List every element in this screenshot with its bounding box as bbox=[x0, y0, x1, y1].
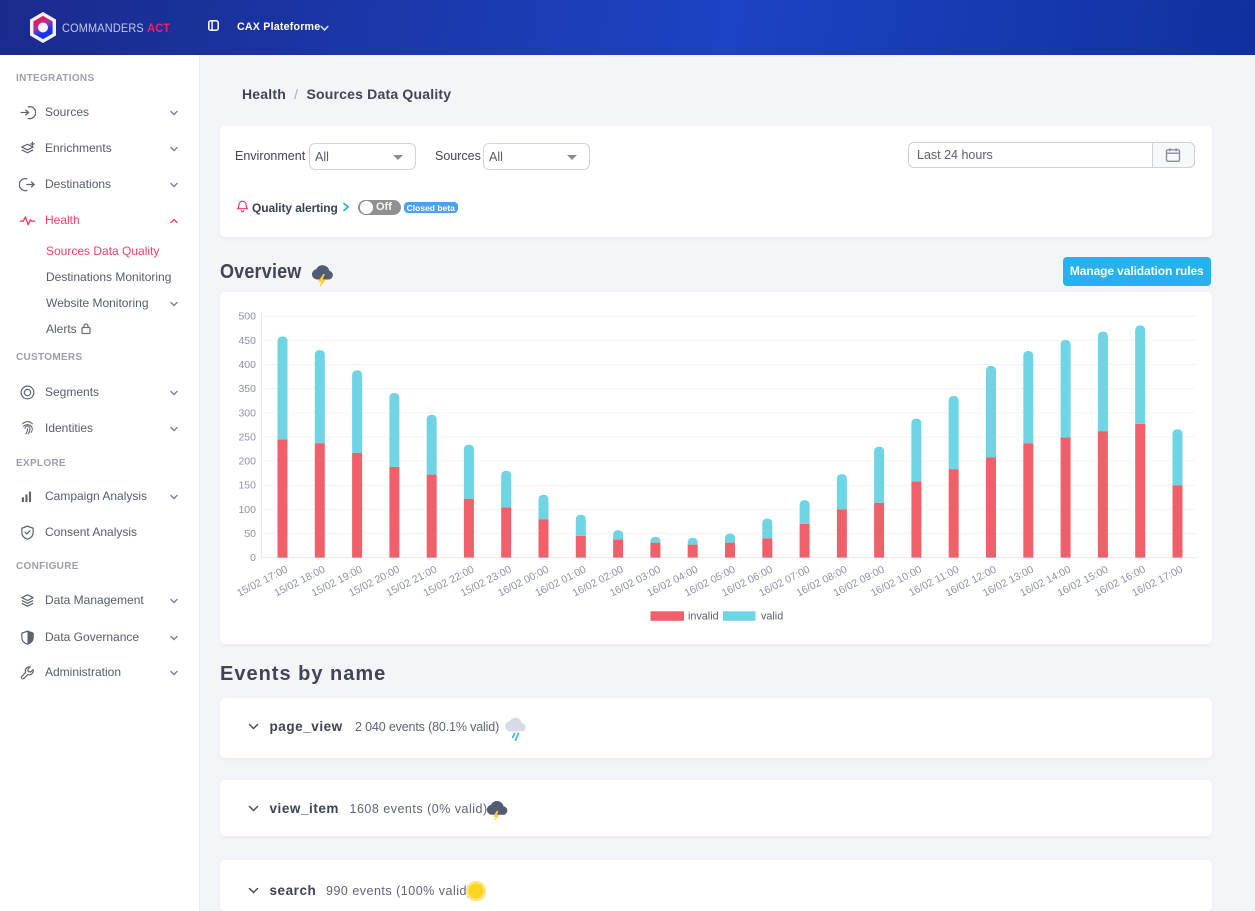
svg-text:150: 150 bbox=[238, 480, 256, 492]
svg-text:200: 200 bbox=[238, 456, 256, 468]
svg-text:450: 450 bbox=[238, 335, 256, 347]
svg-text:350: 350 bbox=[238, 383, 256, 395]
svg-text:500: 500 bbox=[238, 311, 256, 323]
svg-text:50: 50 bbox=[244, 528, 256, 540]
svg-text:300: 300 bbox=[238, 407, 256, 419]
svg-text:valid: valid bbox=[761, 611, 783, 623]
svg-text:400: 400 bbox=[238, 359, 256, 371]
svg-text:100: 100 bbox=[238, 504, 256, 516]
svg-text:250: 250 bbox=[238, 431, 256, 443]
svg-text:0: 0 bbox=[250, 552, 256, 564]
svg-text:invalid: invalid bbox=[688, 611, 719, 623]
